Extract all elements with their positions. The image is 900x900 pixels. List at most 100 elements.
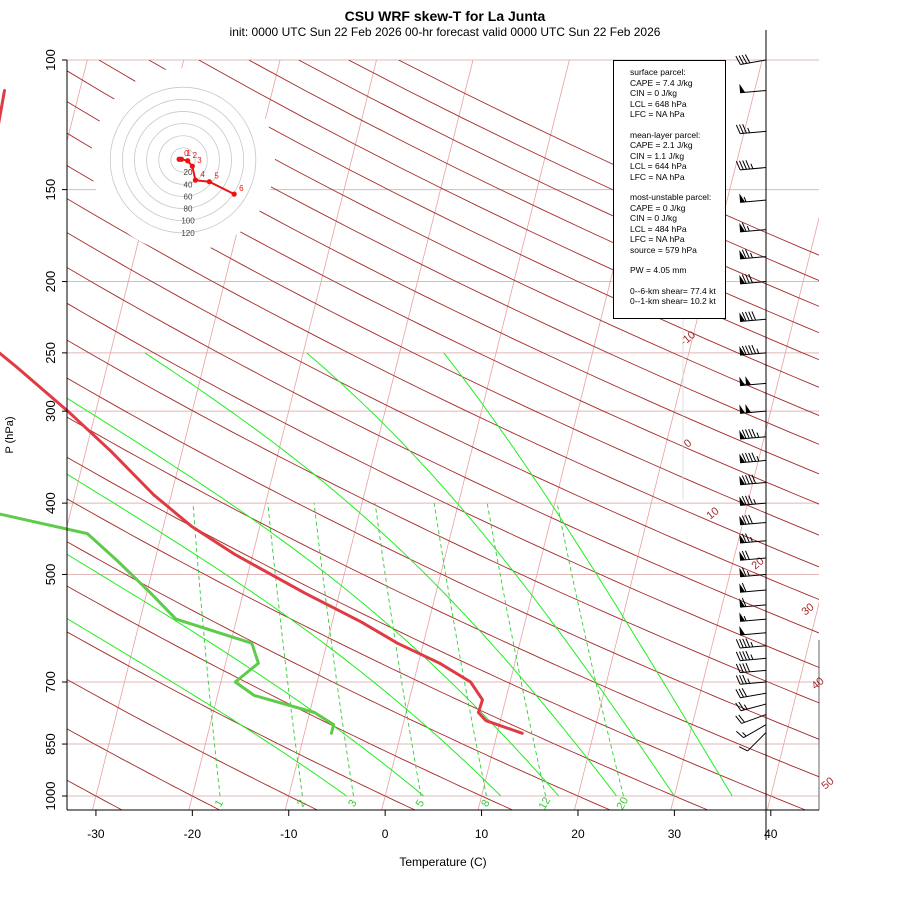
wind-barb-half-feather bbox=[743, 615, 747, 622]
wind-barb-feather bbox=[741, 582, 747, 592]
wind-barb-feather bbox=[748, 311, 753, 321]
y-tick-label: 1000 bbox=[43, 782, 58, 811]
moist-adiabat bbox=[67, 617, 347, 797]
wind-barb-feather bbox=[741, 249, 747, 259]
hodograph-ring-label: 120 bbox=[181, 229, 195, 238]
y-tick-label: 100 bbox=[43, 49, 58, 71]
wind-barb-feather bbox=[748, 273, 753, 283]
hodograph-point bbox=[178, 156, 185, 162]
wind-barb-flag bbox=[739, 404, 746, 414]
hodograph-ring-label: 60 bbox=[184, 192, 193, 201]
wind-barb-staff bbox=[740, 502, 767, 506]
moist-adiabat bbox=[306, 352, 675, 797]
wind-barb-feather bbox=[739, 160, 744, 170]
x-tick-label: 20 bbox=[571, 827, 585, 841]
mean-layer-lfc: LFC = NA hPa bbox=[630, 171, 685, 182]
wind-barb-half-feather bbox=[750, 654, 754, 660]
x-tick-label: 10 bbox=[475, 827, 489, 841]
wind-barb-feather bbox=[751, 428, 757, 438]
dry-adiabat bbox=[67, 728, 221, 810]
wind-barb-half-feather bbox=[743, 704, 748, 710]
mixing-ratio-line bbox=[374, 503, 422, 797]
wind-barb-feather bbox=[745, 495, 750, 505]
isotherm-line bbox=[381, 60, 570, 810]
wind-barb-staff bbox=[740, 692, 767, 699]
hodograph-ring bbox=[109, 86, 257, 234]
wind-barb-feather bbox=[745, 662, 751, 672]
x-tick-label: -20 bbox=[184, 827, 202, 841]
hodograph-ring-label: 80 bbox=[184, 205, 193, 214]
most-unstable-heading: most-unstable parcel: bbox=[630, 192, 712, 202]
dry-adiabat bbox=[67, 377, 819, 740]
mean-layer-lcl: LCL = 644 hPa bbox=[630, 161, 687, 171]
wind-barb-staff bbox=[740, 130, 767, 135]
wind-barb-feather bbox=[742, 124, 747, 134]
wind-barb-half-feather bbox=[750, 252, 753, 259]
wind-barb-feather bbox=[739, 124, 744, 134]
isotherm-line bbox=[188, 60, 377, 810]
isotherm-line bbox=[91, 60, 281, 810]
x-tick-label: 40 bbox=[764, 827, 778, 841]
wind-barb-feather bbox=[745, 160, 751, 170]
wind-barb-flag bbox=[739, 567, 746, 577]
dry-adiabat bbox=[67, 585, 514, 810]
wind-barb-feather bbox=[751, 452, 757, 462]
y-axis-label: P (hPa) bbox=[4, 416, 16, 453]
x-tick-label: -30 bbox=[87, 827, 105, 841]
wind-barb-flag bbox=[739, 83, 746, 93]
wind-barb-feather bbox=[745, 650, 751, 660]
hodograph-point bbox=[206, 179, 212, 185]
mean-layer-cin: CIN = 1.1 J/kg bbox=[630, 150, 685, 161]
wind-barb-feather bbox=[741, 345, 747, 355]
shear-0-1km: 0--1-km shear= 10.2 kt bbox=[630, 296, 716, 306]
wind-barb-half-feather bbox=[756, 432, 760, 438]
mixing-ratio-line bbox=[313, 503, 354, 797]
y-tick-label: 250 bbox=[43, 342, 58, 364]
wind-barb-feather bbox=[748, 495, 753, 505]
dry-adiabat bbox=[67, 302, 819, 668]
wind-barb-feather bbox=[741, 515, 747, 525]
wind-barb-half-feather bbox=[746, 570, 750, 577]
wind-barb-feather bbox=[745, 274, 750, 284]
most-unstable-lcl: LCL = 484 hPa bbox=[630, 223, 687, 234]
mixing-ratio-label: 20 bbox=[615, 795, 632, 812]
wind-barb-feather bbox=[738, 714, 745, 723]
isotherm-line bbox=[574, 60, 763, 810]
wind-barb-flag bbox=[739, 346, 746, 356]
wind-barb-half-feather bbox=[756, 348, 760, 354]
wind-barb-feather bbox=[742, 663, 747, 673]
wind-barb-flag bbox=[739, 475, 746, 485]
wind-barb-feather bbox=[738, 701, 745, 711]
surface-lcl: LCL = 648 hPa bbox=[630, 98, 687, 109]
wind-barb-feather bbox=[741, 567, 747, 577]
mixing-ratio-line bbox=[433, 503, 487, 797]
wind-barb-feather bbox=[735, 675, 741, 685]
mixing-ratio-line bbox=[556, 503, 624, 797]
wind-barb-flag bbox=[739, 496, 746, 506]
wind-barb-staff bbox=[740, 410, 767, 414]
wind-barb-feather bbox=[742, 638, 747, 648]
wind-barb-half-feather bbox=[750, 163, 754, 169]
moist-adiabat bbox=[67, 553, 425, 797]
wind-barb-flag bbox=[745, 376, 752, 386]
wind-barb-staff bbox=[740, 703, 767, 712]
mixing-ratio-label: 2 bbox=[295, 798, 308, 809]
y-tick-label: 150 bbox=[43, 179, 58, 201]
wind-barb-feather bbox=[735, 651, 741, 661]
wind-barb-staff bbox=[740, 89, 767, 94]
wind-barb-staff bbox=[740, 557, 767, 561]
wind-barb-feather bbox=[738, 688, 744, 698]
wind-barb-feather bbox=[751, 474, 757, 484]
wind-barb-feather bbox=[742, 674, 747, 684]
mean-layer-cape: CAPE = 2.1 J/kg bbox=[630, 140, 693, 150]
wind-barb-feather bbox=[739, 638, 744, 648]
wind-barb-staff bbox=[740, 604, 767, 608]
wind-barb-feather bbox=[745, 533, 750, 543]
wind-barb-flag bbox=[739, 376, 746, 386]
wind-barb-staff bbox=[740, 657, 767, 662]
mean-layer-heading: mean-layer parcel: bbox=[630, 129, 701, 140]
wind-barb-feather bbox=[742, 160, 747, 170]
wind-barb-feather bbox=[748, 452, 753, 462]
surface-parcel-heading: surface parcel: bbox=[630, 67, 686, 77]
